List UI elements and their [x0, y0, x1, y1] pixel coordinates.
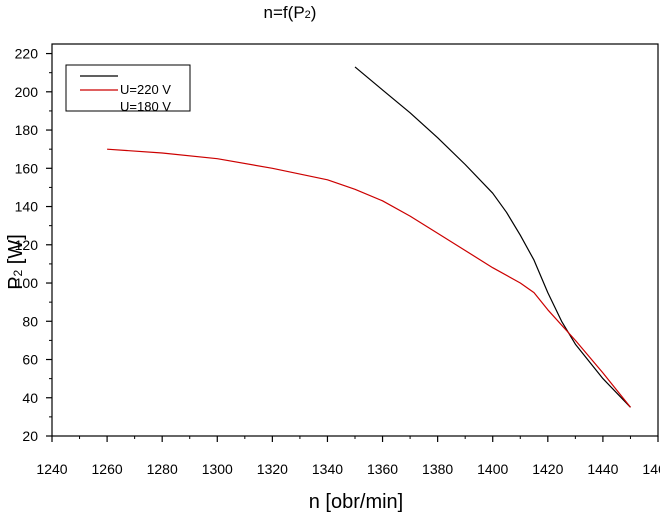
legend-box	[65, 64, 191, 112]
x-tick-label: 1240	[36, 461, 67, 477]
x-axis-ticks: 1240 1260 1280 1300 1320 1340 1360 1380 1400 1420…	[36, 436, 660, 477]
y-tick-label: 220	[15, 46, 39, 62]
y-axis-ticks: 20 40 60 80 100 120 140 160 180 200 220	[15, 46, 52, 444]
chart-title: n=f(P2)	[264, 3, 317, 22]
x-tick-label: 1420	[532, 461, 563, 477]
x-tick-label: 1320	[257, 461, 288, 477]
x-tick-label: 1440	[587, 461, 618, 477]
series-line-u180	[107, 148, 631, 408]
x-tick-label: 1460	[642, 461, 660, 477]
y-tick-label: 80	[22, 313, 38, 329]
series-layer	[107, 66, 631, 408]
series-line-u220	[354, 66, 631, 408]
x-tick-label: 1400	[477, 461, 508, 477]
y-tick-label: 120	[15, 237, 39, 253]
x-tick-label: 1280	[147, 461, 178, 477]
y-tick-label: 140	[15, 199, 39, 215]
x-tick-label: 1340	[312, 461, 343, 477]
x-tick-label: 1300	[202, 461, 233, 477]
chart-title-subscript: 2	[305, 9, 311, 21]
y-tick-label: 100	[15, 275, 39, 291]
y-axis-title-subscript: 2	[11, 269, 25, 276]
x-tick-label: 1380	[422, 461, 453, 477]
y-axis-title-unit: [W]	[5, 234, 27, 270]
y-axis-title-main: P	[5, 276, 27, 289]
y-tick-label: 60	[22, 352, 38, 368]
legend-label-u180: U=180 V	[120, 99, 171, 114]
y-axis-title: P2 [W]	[5, 234, 27, 290]
x-tick-label: 1360	[367, 461, 398, 477]
chart-title-main: n=f(P	[264, 3, 305, 22]
legend: U=220 V U=180 V	[65, 64, 191, 114]
x-tick-label: 1260	[92, 461, 123, 477]
y-tick-label: 20	[22, 428, 38, 444]
legend-label-u220: U=220 V	[120, 82, 171, 97]
y-tick-label: 40	[22, 390, 38, 406]
y-tick-label: 160	[15, 160, 39, 176]
y-tick-label: 200	[15, 84, 39, 100]
x-axis-title: n [obr/min]	[309, 491, 403, 513]
y-tick-label: 180	[15, 122, 39, 138]
chart-title-close: )	[311, 3, 317, 22]
